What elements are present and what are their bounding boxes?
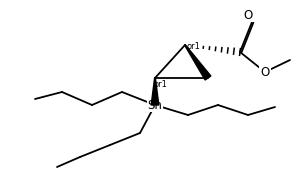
Text: O: O	[260, 66, 270, 78]
Text: or1: or1	[186, 41, 200, 51]
Text: or1: or1	[153, 79, 167, 89]
Polygon shape	[151, 78, 159, 105]
Text: O: O	[243, 8, 253, 22]
Text: Sn: Sn	[148, 99, 162, 111]
Polygon shape	[185, 45, 211, 80]
